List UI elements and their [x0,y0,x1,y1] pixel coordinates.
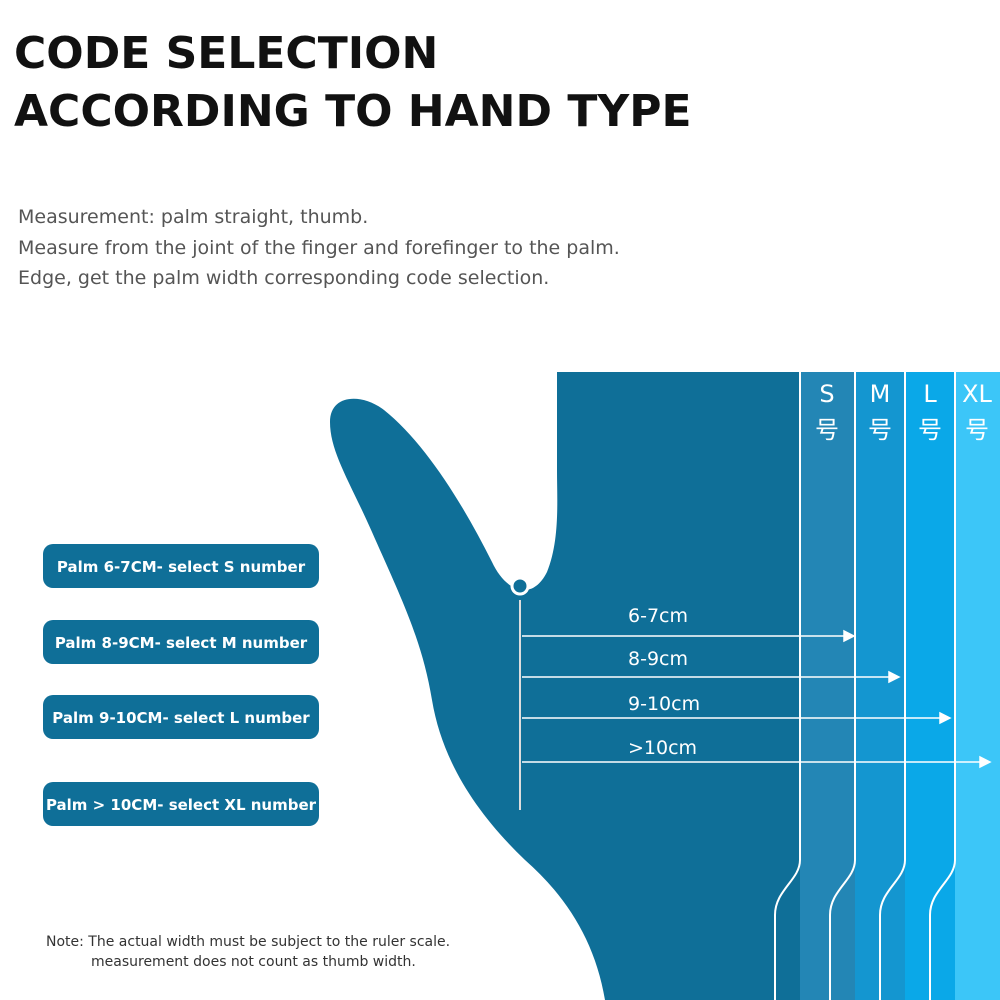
note: Note: The actual width must be subject t… [46,934,450,950]
description: Measure from the joint of the finger and… [18,237,620,259]
size-button [43,620,319,664]
arrow-label: >10cm [628,737,697,759]
size-strip [905,372,955,1000]
button-label: Palm > 10CM- select XL number [46,796,317,814]
size-label: L [923,380,937,408]
joint-dot [510,576,530,596]
hand [330,372,800,1000]
note: measurement does not count as thumb widt… [91,954,416,970]
size-label: XL [962,380,992,408]
size-label: S [819,380,834,408]
size-strip [855,372,905,1000]
description: Measurement: palm straight, thumb. [18,206,368,228]
size-strip [955,372,1000,1000]
size-strip [800,372,855,1000]
size-button [43,782,319,826]
title: CODE SELECTION [14,28,438,79]
size-button [43,695,319,739]
size-suffix: 号 [918,416,942,444]
title: ACCORDING TO HAND TYPE [14,86,692,137]
size-suffix: 号 [965,416,989,444]
strip-borders [774,372,956,1000]
arrows [522,629,992,769]
button-label: Palm 8-9CM- select M number [55,634,308,652]
description: Edge, get the palm width corresponding c… [18,267,549,289]
size-button [43,544,319,588]
arrow-label: 9-10cm [628,693,700,715]
arrow-label: 8-9cm [628,648,688,670]
button-label: Palm 6-7CM- select S number [57,558,306,576]
button-label: Palm 9-10CM- select L number [52,709,310,727]
size-suffix: 号 [815,416,839,444]
size-label: M [870,380,891,408]
arrow-label: 6-7cm [628,605,688,627]
size-suffix: 号 [868,416,892,444]
